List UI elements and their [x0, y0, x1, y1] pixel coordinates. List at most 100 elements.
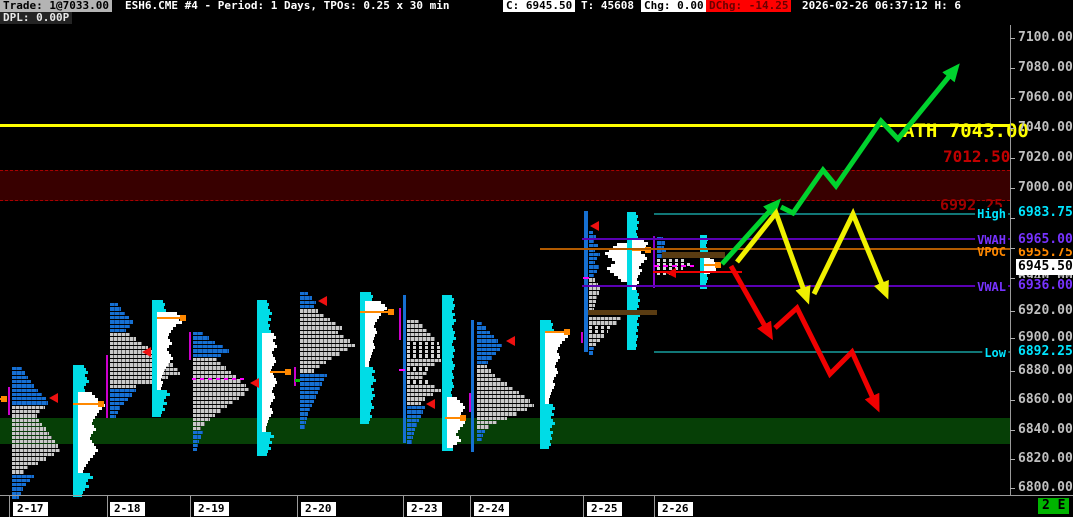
volume-bar-left [612, 258, 627, 261]
tpo-bar [300, 313, 324, 317]
value-area-guide [294, 367, 296, 386]
axis-tick [1010, 488, 1015, 489]
volume-bar [262, 393, 274, 396]
header-segment-5: DChg: -14.25 [706, 0, 792, 12]
volume-bar [157, 351, 169, 354]
tpo-bar [12, 427, 46, 431]
volume-bar [545, 377, 554, 380]
volume-bar [157, 327, 173, 330]
volume-bar [262, 321, 268, 324]
tpo-poc-triangle-icon [250, 378, 259, 388]
volume-bar [78, 374, 85, 377]
axis-border-line [1010, 25, 1011, 495]
vpoc-marker-line [704, 264, 718, 266]
volume-bar [262, 420, 268, 423]
tpo-bar [407, 414, 421, 418]
volume-bar [545, 326, 552, 329]
volume-bar [545, 443, 551, 446]
volume-bar [365, 406, 374, 409]
volume-bar [262, 351, 272, 354]
tpo-bar [300, 322, 336, 326]
volume-bar [262, 402, 271, 405]
volume-bar [78, 479, 88, 482]
tpo-bar [300, 317, 330, 322]
volume-bar [447, 367, 454, 370]
date-label: 2-17 [13, 502, 48, 516]
volume-bar [262, 318, 271, 321]
volume-bar [545, 419, 553, 422]
volume-bar [262, 411, 273, 414]
tpo-bar [407, 431, 414, 436]
tpo-poc-triangle-icon [590, 221, 599, 231]
volume-bar [78, 491, 83, 494]
volume-bar [447, 400, 460, 403]
tpo-bar [407, 388, 441, 393]
volume-bar [447, 328, 453, 331]
tpo-bar [300, 360, 326, 365]
volume-spine [442, 295, 447, 451]
axis-study-label: 6965.00 [1016, 232, 1073, 248]
tpo-bar [300, 352, 340, 356]
axis-price-label: 7060.00 [1018, 90, 1073, 105]
tpo-bar [589, 351, 593, 355]
tpo-bar [407, 324, 423, 328]
volume-bar [262, 384, 275, 387]
axis-price-label: 7100.00 [1018, 30, 1073, 45]
tpo-bar [110, 393, 132, 397]
tpo-bar [193, 435, 201, 439]
tpo-bar [12, 414, 37, 418]
volume-bar [78, 380, 89, 383]
volume-bar [704, 280, 707, 283]
volume-bar [365, 295, 373, 298]
tpo-bar [12, 496, 19, 500]
volume-bar [157, 315, 181, 318]
volume-bar [262, 399, 273, 402]
vpoc-marker-tick [285, 369, 291, 375]
tpo-bar [193, 422, 205, 426]
tpo-bar [477, 347, 500, 352]
volume-bar [447, 346, 454, 349]
tpo-bar [589, 261, 595, 265]
axis-tick [1010, 430, 1015, 431]
volume-bar [365, 394, 375, 397]
volume-bar [632, 257, 647, 260]
tpo-bar [589, 265, 599, 269]
volume-bar [157, 345, 169, 348]
tpo-bar [193, 430, 203, 435]
volume-bar [545, 344, 560, 347]
vpoc-marker-tick [715, 262, 721, 268]
volume-bar [447, 397, 457, 400]
tpo-bar [477, 420, 497, 425]
tpo-bar [589, 321, 617, 325]
volume-bar [157, 321, 182, 324]
volume-bar [157, 339, 170, 342]
volume-bar [262, 306, 268, 309]
volume-bar [157, 354, 171, 357]
axis-tick [1010, 248, 1015, 249]
volume-bar [447, 343, 452, 346]
tpo-bar [589, 295, 597, 299]
tpo-bar [12, 487, 23, 491]
tpo-bar [300, 369, 314, 373]
volume-bar [447, 385, 454, 388]
volume-bar-left [618, 276, 627, 279]
volume-bar [262, 372, 273, 375]
tpo-bar [300, 378, 324, 382]
tpo-bar [300, 335, 344, 339]
tpo-bar [110, 414, 116, 419]
tpo-bar [110, 410, 118, 414]
chartbook-badge[interactable]: 2 E [1038, 498, 1070, 514]
volume-bar [78, 437, 90, 440]
tpo-bar [407, 363, 435, 367]
volume-bar [78, 389, 85, 392]
volume-bar [365, 373, 372, 376]
volume-bar [78, 461, 88, 464]
volume-bar [262, 375, 274, 378]
tpo-bar [589, 334, 604, 338]
day-separator [107, 495, 108, 517]
volume-bar [447, 436, 459, 439]
volume-bar [704, 244, 706, 247]
volume-bar [545, 347, 558, 350]
tpo-bar [477, 343, 502, 347]
